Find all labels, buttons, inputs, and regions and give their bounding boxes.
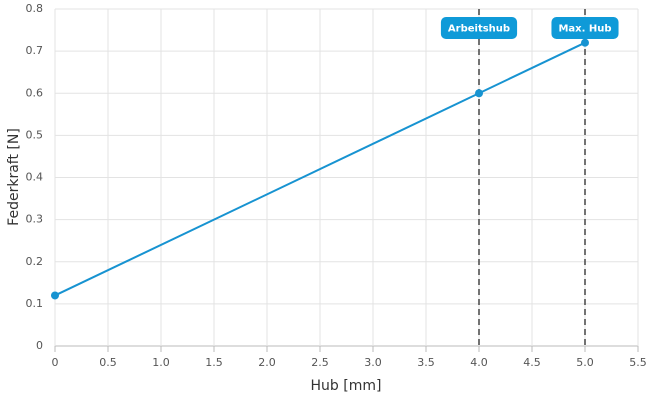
y-tick-label: 0.4 [26,171,44,184]
x-tick-label: 4.5 [523,356,541,369]
y-tick-label: 0.2 [26,255,44,268]
point [475,89,483,98]
point [581,38,589,47]
x-axis-title: Hub [mm] [311,378,382,394]
x-tick-label: 2.5 [311,356,329,369]
x-tick-label: 2.0 [258,356,276,369]
marker-label: Max. Hub [558,24,611,35]
y-axis-title: Federkraft [N] [6,128,22,226]
x-tick-label: 1.5 [205,356,223,369]
x-tick-label: 1.0 [152,356,170,369]
x-tick-label: 3.5 [417,356,435,369]
x-tick-label: 0 [52,356,59,369]
y-tick-label: 0.3 [26,213,44,226]
x-tick-label: 5.0 [576,356,594,369]
y-tick-label: 0.5 [26,128,44,141]
x-tick-label: 3.0 [364,356,382,369]
y-tick-label: 0.7 [26,44,44,57]
marker-label-box [551,17,619,39]
y-tick-label: 0.8 [26,2,44,15]
y-tick-label: 0.1 [26,297,44,310]
y-tick-label: 0 [36,339,43,352]
x-tick-label: 5.5 [629,356,647,369]
x-tick-label: 4.0 [470,356,488,369]
x-tick-label: 0.5 [99,356,117,369]
y-tick-label: 0.6 [26,86,44,99]
point [51,291,59,300]
marker-label-box [440,17,518,39]
marker-label: Arbeitshub [448,24,510,35]
